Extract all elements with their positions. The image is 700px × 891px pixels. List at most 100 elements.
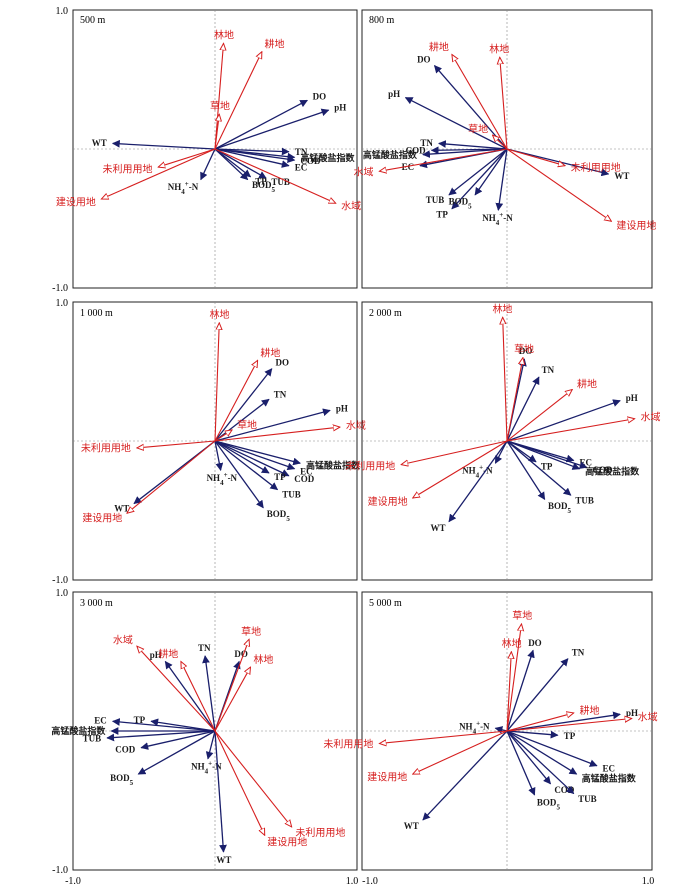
env-arrow-TN: [214, 398, 270, 442]
env-arrow-WT: [448, 440, 508, 523]
tick-label-bottom: -1.0: [52, 283, 68, 294]
env-arrow-COD: [506, 730, 552, 785]
env-label-高锰酸盐指数: 高锰酸盐指数: [582, 772, 637, 783]
env-arrow-BOD5: [214, 148, 249, 181]
landuse-label-未利用用地: 未利用用地: [323, 737, 373, 750]
landuse-arrow-建设用地: [413, 730, 508, 774]
env-arrow-TN: [506, 376, 540, 442]
landuse-arrow-耕地: [181, 662, 216, 732]
landuse-label-耕地: 耕地: [260, 346, 280, 359]
env-label-pH: pH: [336, 403, 348, 413]
env-arrow-TUB: [214, 440, 279, 491]
env-arrow-TN: [506, 658, 569, 732]
env-label-DO: DO: [234, 649, 248, 659]
env-arrow-EC: [214, 148, 290, 168]
env-label-NH4+-N: NH4+-N: [168, 180, 199, 196]
env-label-TN: TN: [572, 648, 585, 658]
landuse-label-未利用用地: 未利用用地: [571, 161, 621, 174]
env-label-COD: COD: [300, 156, 321, 166]
env-arrow-BOD5: [214, 440, 264, 509]
landuse-arrow-建设用地: [127, 440, 216, 513]
landuse-label-林地: 林地: [502, 637, 522, 650]
env-arrow-TP: [214, 440, 270, 474]
env-arrow-BOD5: [474, 148, 508, 196]
landuse-arrow-林地: [506, 652, 511, 732]
env-arrow-高锰酸盐指数: [422, 148, 508, 158]
landuse-label-建设用地: 建设用地: [367, 770, 407, 783]
env-label-TN: TN: [198, 643, 211, 653]
tick-label-top: 1.0: [56, 298, 69, 309]
panel-500m: 500 m WTDOpHTN高锰酸盐指数CODECTUBTPBOD5NH4+-N…: [56, 9, 361, 289]
env-label-EC: EC: [402, 162, 415, 172]
landuse-label-林地: 林地: [253, 653, 273, 666]
landuse-arrow-建设用地: [101, 148, 216, 199]
landuse-label-水域: 水域: [638, 711, 658, 724]
landuse-label-未利用用地: 未利用用地: [102, 162, 152, 175]
env-label-TUB: TUB: [271, 177, 290, 187]
env-arrow-NH4+-N: [495, 148, 508, 211]
env-label-DO: DO: [276, 357, 290, 367]
env-arrow-BOD5: [506, 440, 546, 501]
landuse-arrow-水域: [379, 148, 508, 171]
landuse-arrow-水域: [214, 427, 340, 442]
env-arrow-TUB: [106, 730, 216, 742]
env-arrow-pH: [404, 96, 508, 150]
landuse-arrow-林地: [214, 323, 219, 442]
panel-2000m: 2 000 m DOTNpHECCOD高锰酸盐指数TPTUBBOD5NH4+-N…: [345, 301, 661, 581]
landuse-label-耕地: 耕地: [429, 41, 449, 54]
env-label-EC: EC: [300, 466, 313, 476]
env-arrow-EC: [214, 440, 296, 471]
env-arrow-高锰酸盐指数: [214, 440, 301, 466]
env-label-TP: TP: [274, 472, 286, 482]
env-arrow-DO: [506, 649, 535, 732]
mark-group: DOTNpHECCOD高锰酸盐指数TPTUBBOD5NH4+-NWT林地草地耕地…: [345, 302, 660, 533]
tick-label-left: -1.0: [65, 876, 81, 887]
landuse-arrow-耕地: [452, 54, 508, 150]
landuse-label-林地: 林地: [489, 42, 509, 55]
env-label-TN: TN: [420, 138, 433, 148]
landuse-arrow-耕地: [506, 713, 574, 732]
tick-label-top: 1.0: [56, 6, 69, 17]
landuse-arrow-林地: [500, 57, 508, 150]
panel-800m: 800 m DOpHTNCOD高锰酸盐指数ECTUBTPBOD5NH4+-NWT…: [353, 9, 656, 289]
env-arrow-pH: [214, 408, 331, 442]
landuse-arrow-未利用用地: [506, 148, 565, 166]
env-arrow-NH4+-N: [200, 148, 216, 181]
tick-label-left: -1.0: [362, 876, 378, 887]
env-arrow-pH: [506, 399, 621, 442]
env-arrow-pH: [506, 711, 621, 732]
landuse-label-水域: 水域: [341, 199, 361, 212]
tick-label-top: 1.0: [56, 588, 69, 599]
landuse-arrow-林地: [214, 667, 251, 732]
landuse-arrow-草地: [506, 358, 523, 442]
env-arrow-TUB: [214, 148, 267, 179]
env-arrow-WT: [422, 730, 508, 821]
env-label-TUB: TUB: [426, 195, 445, 205]
landuse-arrow-未利用用地: [214, 730, 292, 827]
landuse-arrow-未利用用地: [137, 440, 216, 448]
landuse-label-林地: 林地: [214, 28, 234, 41]
tick-label-bottom: -1.0: [52, 865, 68, 876]
landuse-arrow-建设用地: [413, 440, 508, 498]
env-arrow-pH: [214, 108, 330, 150]
env-arrow-TUB: [506, 730, 575, 795]
env-arrow-TP: [506, 730, 559, 739]
env-label-TP: TP: [564, 731, 576, 741]
env-label-高锰酸盐指数: 高锰酸盐指数: [51, 725, 106, 736]
tick-label-right: 1.0: [346, 876, 359, 887]
landuse-label-水域: 水域: [641, 410, 661, 423]
landuse-label-草地: 草地: [210, 99, 230, 112]
env-arrow-COD: [214, 440, 290, 477]
panel-title: 500 m: [80, 15, 106, 26]
landuse-arrow-未利用用地: [379, 730, 508, 744]
tick-label-bottom: -1.0: [52, 575, 68, 586]
landuse-arrow-水域: [214, 148, 336, 203]
landuse-label-草地: 草地: [514, 343, 534, 356]
env-arrow-NH4+-N: [494, 726, 508, 734]
env-arrow-TUB: [448, 148, 508, 196]
env-label-NH4+-N: NH4+-N: [462, 463, 493, 479]
landuse-label-林地: 林地: [492, 302, 512, 315]
